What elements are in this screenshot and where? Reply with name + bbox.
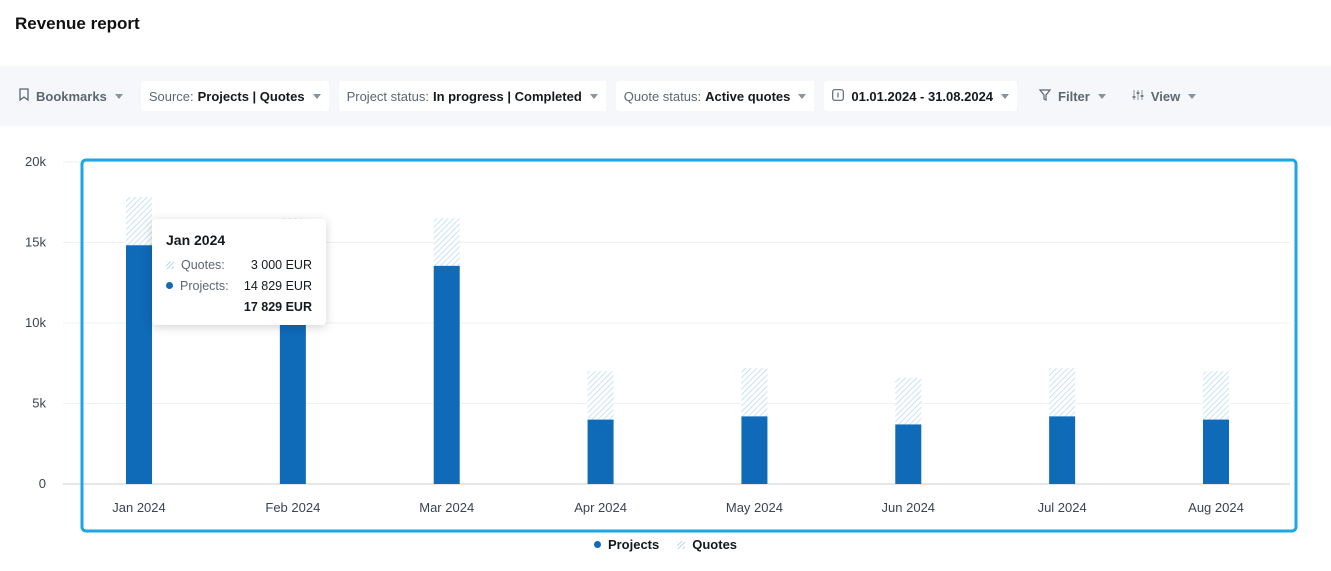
bar-quotes[interactable]	[1203, 371, 1229, 420]
revenue-bar-chart: 0 5k 10k 15k 20k Jan 2024 Feb 2024 Mar 2024 Apr…	[25, 154, 1298, 533]
y-axis-ticks: 0 5k 10k 15k 20k	[25, 154, 46, 491]
bar-quotes[interactable]	[1049, 368, 1076, 417]
chevron-down-icon	[589, 93, 598, 99]
project-status-dropdown[interactable]: Project status: In progress | Completed	[338, 81, 606, 111]
bar-projects[interactable]	[433, 265, 460, 484]
project-status-label: Project status:	[346, 88, 429, 104]
projects-swatch-icon	[166, 282, 173, 289]
source-label: Source:	[148, 88, 194, 104]
bar-projects[interactable]	[1203, 419, 1229, 484]
x-tick-label: Jun 2024	[882, 500, 936, 515]
source-dropdown[interactable]: Source: Projects | Quotes	[140, 81, 329, 111]
tooltip-label: Projects:	[180, 278, 229, 293]
page-title: Revenue report	[15, 14, 140, 33]
tooltip-row-quotes: Quotes: 3 000 EUR	[166, 254, 312, 275]
y-tick-label: 5k	[32, 396, 46, 411]
x-tick-label: Apr 2024	[574, 500, 627, 515]
bar-quotes[interactable]	[741, 368, 768, 417]
source-value: Projects | Quotes	[197, 88, 305, 104]
y-tick-label: 10k	[25, 315, 46, 330]
projects-swatch-icon	[593, 541, 601, 548]
view-label: View	[1150, 88, 1181, 104]
calendar-icon	[832, 88, 845, 104]
x-tick-label: Aug 2024	[1188, 500, 1244, 515]
quotes-swatch-icon	[166, 260, 174, 269]
project-status-value: In progress | Completed	[432, 88, 582, 104]
bar-projects[interactable]	[1049, 416, 1076, 484]
filter-toolbar: Bookmarks Source: Projects | Quotes Proj…	[0, 66, 1331, 126]
chevron-down-icon	[1097, 93, 1106, 99]
bookmarks-label: Bookmarks	[36, 88, 107, 104]
legend-item-projects[interactable]: Projects	[593, 537, 660, 552]
chevron-down-icon	[1001, 93, 1010, 99]
bookmark-icon	[19, 88, 29, 104]
quotes-swatch-icon	[677, 540, 686, 549]
sliders-icon	[1132, 89, 1144, 104]
x-tick-label: Mar 2024	[419, 500, 474, 515]
quote-status-label: Quote status:	[623, 88, 702, 104]
legend-label: Projects	[607, 537, 660, 552]
bar-quotes[interactable]	[895, 377, 922, 425]
quote-status-dropdown[interactable]: Quote status: Active quotes	[615, 81, 815, 111]
tooltip-total: 17 829 EUR	[166, 296, 312, 317]
bar-projects[interactable]	[587, 419, 614, 484]
chevron-down-icon	[798, 93, 807, 99]
bar-quotes[interactable]	[126, 196, 152, 246]
bar-quotes[interactable]	[587, 371, 614, 420]
date-range-picker[interactable]: 01.01.2024 - 31.08.2024	[824, 81, 1018, 111]
y-tick-label: 20k	[25, 154, 46, 169]
chevron-down-icon	[1188, 93, 1197, 99]
tooltip-row-projects: Projects: 14 829 EUR	[166, 275, 312, 296]
bar-projects[interactable]	[895, 424, 922, 484]
x-tick-label: Feb 2024	[265, 500, 320, 515]
legend-item-quotes[interactable]: Quotes	[677, 537, 737, 552]
x-tick-label: May 2024	[726, 500, 783, 515]
revenue-chart: 0 5k 10k 15k 20k Jan 2024 Feb 2024 Mar 2024 Apr…	[0, 140, 1331, 566]
bar-projects[interactable]	[741, 416, 768, 484]
quote-status-value: Active quotes	[705, 88, 791, 104]
x-axis-ticks: Jan 2024 Feb 2024 Mar 2024 Apr 2024 May 2024…	[112, 500, 1244, 515]
bar-projects[interactable]	[279, 318, 306, 484]
y-tick-label: 0	[39, 476, 46, 491]
chart-tooltip: Jan 2024 Quotes: 3 000 EUR Projects: 14 …	[152, 219, 326, 325]
tooltip-total-value: 17 829 EUR	[243, 299, 312, 314]
tooltip-label: Quotes:	[181, 257, 225, 272]
filter-button[interactable]: Filter	[1031, 81, 1114, 111]
chart-legend: Projects Quotes	[0, 537, 1331, 552]
bookmarks-dropdown[interactable]: Bookmarks	[11, 81, 131, 111]
highlight-frame	[80, 158, 1298, 533]
filter-label: Filter	[1058, 88, 1090, 104]
bar-quotes[interactable]	[433, 218, 460, 266]
date-range-value: 01.01.2024 - 31.08.2024	[851, 88, 994, 104]
chevron-down-icon	[312, 93, 321, 99]
x-tick-label: Jul 2024	[1038, 500, 1087, 515]
view-button[interactable]: View	[1124, 81, 1204, 111]
tooltip-value: 14 829 EUR	[243, 278, 312, 293]
filter-icon	[1038, 88, 1052, 104]
bar-projects[interactable]	[126, 245, 152, 484]
x-tick-label: Jan 2024	[112, 500, 166, 515]
tooltip-value: 3 000 EUR	[250, 257, 312, 272]
tooltip-title: Jan 2024	[166, 232, 226, 248]
chevron-down-icon	[114, 93, 123, 99]
y-tick-label: 15k	[25, 235, 46, 250]
legend-label: Quotes	[692, 537, 738, 552]
